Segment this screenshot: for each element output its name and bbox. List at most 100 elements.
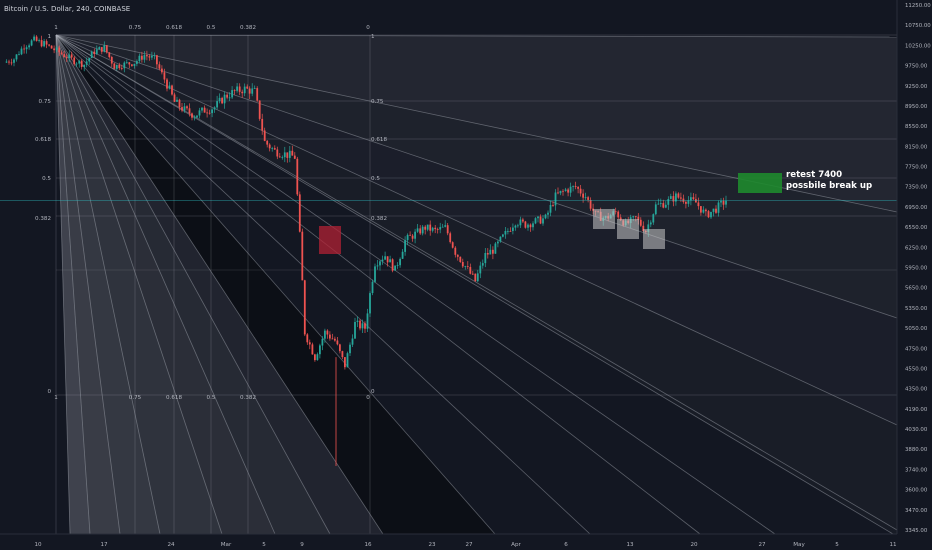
candle-body xyxy=(203,107,206,113)
fan-band xyxy=(56,35,330,534)
annotation-line-2: possbile break up xyxy=(786,181,872,191)
candle-body xyxy=(336,340,339,345)
candle-body xyxy=(534,218,537,224)
candle-body xyxy=(685,201,687,204)
fib-label-top: 0 xyxy=(366,25,370,31)
candle-body xyxy=(158,64,161,69)
candle-body xyxy=(700,206,702,213)
candle-body xyxy=(28,45,30,48)
time-tick-label: Apr xyxy=(511,542,521,548)
candle-body xyxy=(379,261,381,266)
candle-body xyxy=(564,189,567,191)
fan-ray xyxy=(55,34,591,535)
candle-body xyxy=(569,186,572,193)
price-tick-label: 4030.00 xyxy=(905,427,928,433)
price-tick-label: 7750.00 xyxy=(905,165,928,171)
candle-body xyxy=(494,243,497,254)
fib-label-left: 0.618 xyxy=(35,137,51,143)
candle-body xyxy=(218,97,221,102)
candle-body xyxy=(659,203,662,204)
time-axis[interactable]: 10 17 24 Mar 5 9 16 23 27 Apr 6 13 20 27 May 5 11 xyxy=(34,542,897,548)
retest-zone xyxy=(617,219,639,239)
fan-band xyxy=(56,35,275,534)
candle-body xyxy=(474,273,477,282)
fan-ray xyxy=(55,34,701,535)
candle-body xyxy=(637,216,640,220)
fib-label-bottom: 0 xyxy=(366,395,370,401)
price-tick-label: 3600.00 xyxy=(905,488,928,494)
fib-label-left: 0 xyxy=(47,389,51,395)
fib-label-top: 0.618 xyxy=(166,25,182,31)
candle-body xyxy=(519,219,522,226)
candle-body xyxy=(459,256,462,262)
candle-body xyxy=(441,226,444,228)
candle-body xyxy=(273,148,276,150)
candle-body xyxy=(8,61,10,63)
fib-label-top: 0.382 xyxy=(240,25,256,31)
candle-body xyxy=(702,209,705,213)
candle-body xyxy=(136,61,138,64)
fib-label-left: 0.75 xyxy=(39,99,52,105)
retest-zone xyxy=(643,229,665,249)
candle-body xyxy=(60,52,63,55)
candle-body xyxy=(231,90,233,98)
fan-ray xyxy=(55,34,384,535)
candle-body xyxy=(484,253,487,264)
candle-body xyxy=(672,196,675,202)
price-tick-label: 10750.00 xyxy=(905,23,931,29)
price-tick-label: 4190.00 xyxy=(905,407,928,413)
candle-body xyxy=(306,334,309,343)
candle-body xyxy=(414,231,416,239)
candle-body xyxy=(446,225,449,234)
candle-body xyxy=(497,241,499,244)
candle-body xyxy=(208,112,211,114)
candle-body xyxy=(532,223,534,228)
candle-body xyxy=(499,236,502,242)
fan-band xyxy=(56,35,897,425)
fan-band xyxy=(56,35,897,318)
candle-body xyxy=(85,61,88,65)
candle-body xyxy=(544,214,547,219)
annotation-line-1: retest 7400 xyxy=(786,170,842,180)
candle-body xyxy=(55,47,58,51)
fib-label-top: 1 xyxy=(54,25,58,31)
candle-body xyxy=(429,224,432,231)
candle-body xyxy=(512,227,514,231)
time-tick-label: 13 xyxy=(626,542,634,548)
candle-body xyxy=(647,224,650,232)
candle-body xyxy=(584,197,587,198)
candle-body xyxy=(351,338,354,345)
candle-body xyxy=(10,62,13,64)
price-tick-label: 8150.00 xyxy=(905,144,928,150)
candle-body xyxy=(233,90,236,91)
candle-body xyxy=(63,54,66,58)
candle-body xyxy=(697,202,700,207)
fib-label-bottom: 0.5 xyxy=(207,395,216,401)
candle-body xyxy=(105,45,108,53)
candle-body xyxy=(492,249,494,254)
candle-body xyxy=(349,344,351,354)
candle-body xyxy=(664,204,667,208)
candle-body xyxy=(687,200,690,204)
price-axis[interactable]: 11250.00 10750.00 10250.00 9750.00 9250.00 89… xyxy=(905,3,931,534)
candle-body xyxy=(281,157,284,158)
candle-body xyxy=(88,58,91,62)
candle-body xyxy=(436,229,439,230)
candle-body xyxy=(489,249,492,255)
candle-body xyxy=(374,266,376,282)
candle-body xyxy=(692,197,695,200)
candle-body xyxy=(183,106,186,111)
candle-body xyxy=(574,186,577,187)
candle-body xyxy=(634,216,637,218)
candle-body xyxy=(70,54,73,58)
candle-body xyxy=(276,149,279,157)
candle-body xyxy=(344,357,346,368)
candle-body xyxy=(479,265,482,274)
fib-label-top: 0.75 xyxy=(129,25,142,31)
fib-fan-layer: 1 0.75 0.618 0.5 0.382 01 0.75 0.618 0.5 0.382 010… xyxy=(35,25,898,535)
candle-body xyxy=(191,113,193,118)
candle-body xyxy=(283,152,286,158)
candle-body xyxy=(25,47,28,50)
candle-body xyxy=(146,55,148,57)
candle-body xyxy=(639,219,642,226)
